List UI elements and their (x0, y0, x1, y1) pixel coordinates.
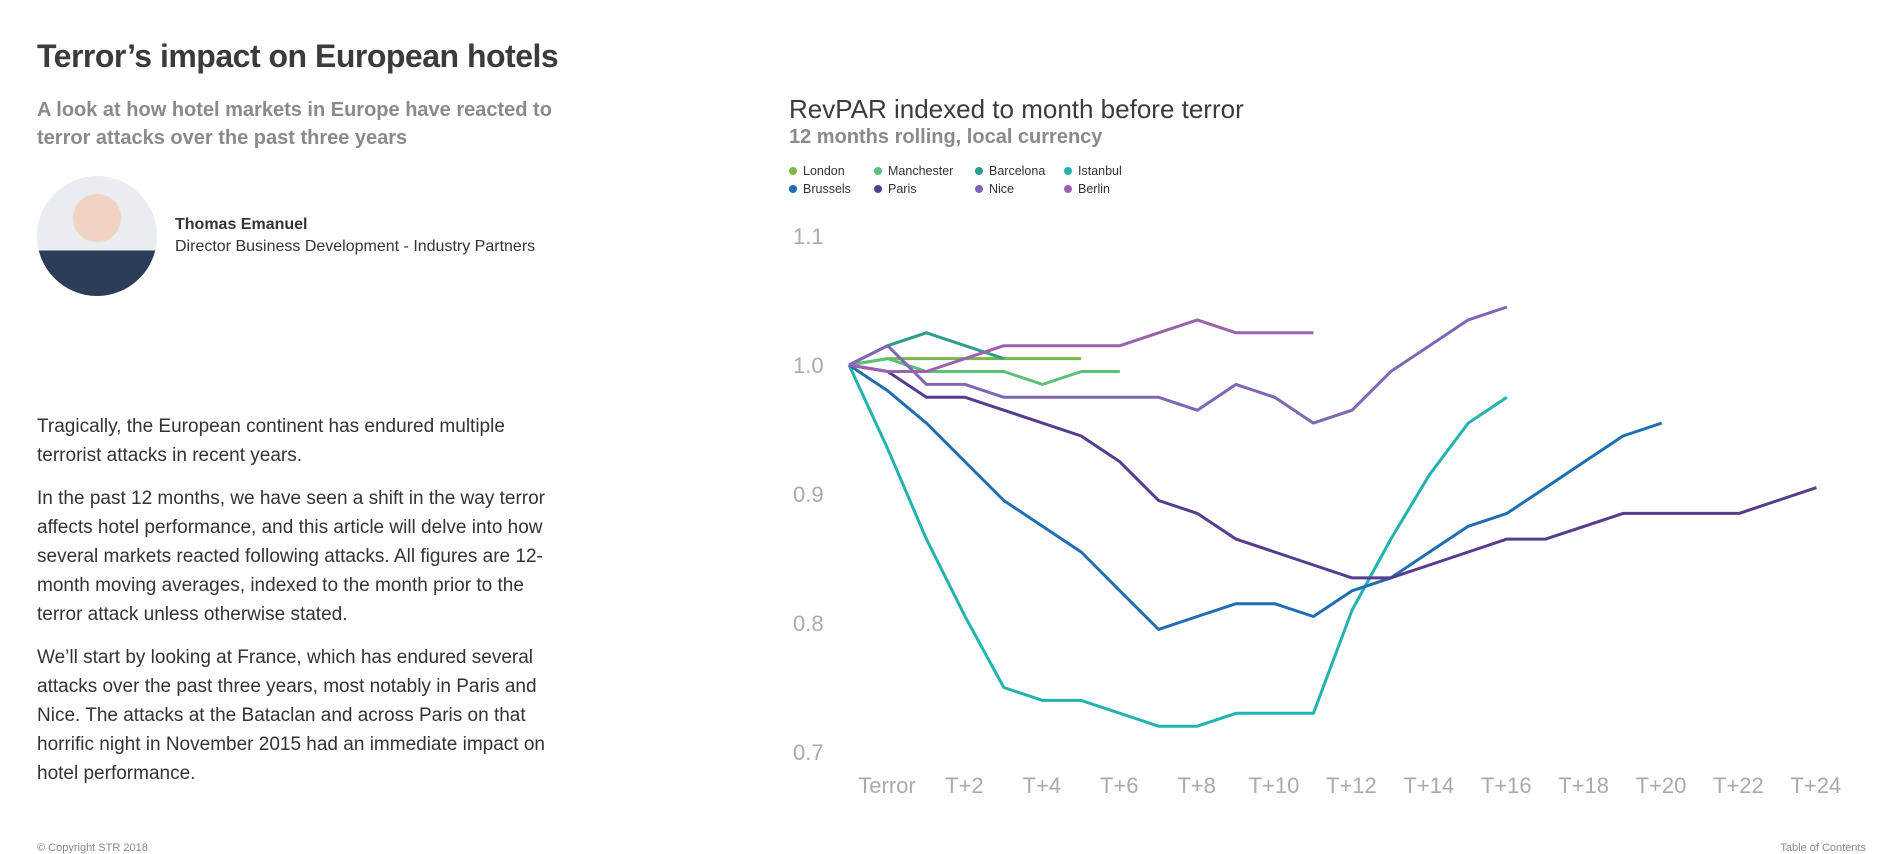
chart-title: RevPAR indexed to month before terror (789, 94, 1244, 124)
legend-dot-icon (789, 167, 797, 175)
x-tick-label: T+10 (1249, 773, 1300, 798)
y-tick-label: 0.8 (793, 611, 824, 636)
y-tick-label: 0.9 (793, 482, 824, 507)
legend-item-london: London (789, 162, 845, 180)
paragraph: We’ll start by looking at France, which … (37, 647, 545, 784)
article-body: Tragically, the European continent has e… (37, 412, 557, 802)
legend-label: Barcelona (989, 164, 1046, 178)
x-tick-label: Terror (858, 773, 915, 798)
legend-item-nice: Nice (975, 180, 1014, 198)
author-avatar (37, 176, 157, 296)
x-tick-label: T+18 (1558, 773, 1609, 798)
series-line-nice (848, 305, 1508, 425)
x-tick-label: T+12 (1326, 773, 1377, 798)
y-tick-label: 1.0 (793, 353, 824, 378)
legend-dot-icon (975, 167, 983, 175)
series-line-paris (848, 363, 1817, 580)
chart-subtitle: 12 months rolling, local currency (789, 126, 1103, 148)
legend-dot-icon (1064, 167, 1072, 175)
legend-dot-icon (874, 167, 882, 175)
legend-dot-icon (789, 185, 797, 193)
legend-dot-icon (874, 185, 882, 193)
legend-item-istanbul: Istanbul (1064, 162, 1122, 180)
x-tick-label: T+8 (1177, 773, 1216, 798)
legend-label: Paris (888, 182, 917, 196)
legend-label: Berlin (1078, 182, 1110, 196)
y-tick-label: 0.7 (793, 740, 824, 765)
paragraph: Tragically, the European continent has e… (37, 416, 505, 466)
series-line-manchester (848, 357, 1120, 386)
copyright-text: © Copyright STR 2018 (37, 842, 148, 854)
x-tick-label: T+20 (1636, 773, 1687, 798)
x-tick-label: T+24 (1790, 773, 1841, 798)
legend-item-brussels: Brussels (789, 180, 851, 198)
legend-label: Manchester (888, 164, 954, 178)
x-tick-label: T+6 (1100, 773, 1139, 798)
legend-item-paris: Paris (874, 180, 916, 198)
x-tick-label: T+22 (1713, 773, 1764, 798)
author-role: Director Business Development - Industry… (175, 238, 536, 255)
paragraph: In the past 12 months, we have seen a sh… (37, 488, 545, 625)
x-tick-label: T+14 (1403, 773, 1454, 798)
series-line-brussels (848, 363, 1663, 631)
y-tick-label: 1.1 (793, 224, 824, 249)
author-name: Thomas Emanuel (175, 216, 308, 233)
legend-item-barcelona: Barcelona (975, 162, 1045, 180)
legend-item-manchester: Manchester (874, 162, 953, 180)
legend-label: Brussels (803, 182, 851, 196)
x-tick-label: T+2 (945, 773, 984, 798)
legend-label: London (803, 164, 845, 178)
legend-label: Istanbul (1078, 164, 1122, 178)
legend-dot-icon (1064, 185, 1072, 193)
legend-item-berlin: Berlin (1064, 180, 1110, 198)
article-subtitle: A look at how hotel markets in Europe ha… (37, 99, 552, 149)
series-line-istanbul (847, 364, 1508, 728)
series-line-berlin (848, 318, 1314, 373)
table-of-contents-link[interactable]: Table of Contents (1780, 842, 1866, 854)
article-title: Terror’s impact on European hotels (37, 38, 559, 74)
legend-dot-icon (975, 185, 983, 193)
x-tick-label: T+4 (1023, 773, 1062, 798)
x-tick-label: T+16 (1481, 773, 1532, 798)
legend-label: Nice (989, 182, 1015, 196)
